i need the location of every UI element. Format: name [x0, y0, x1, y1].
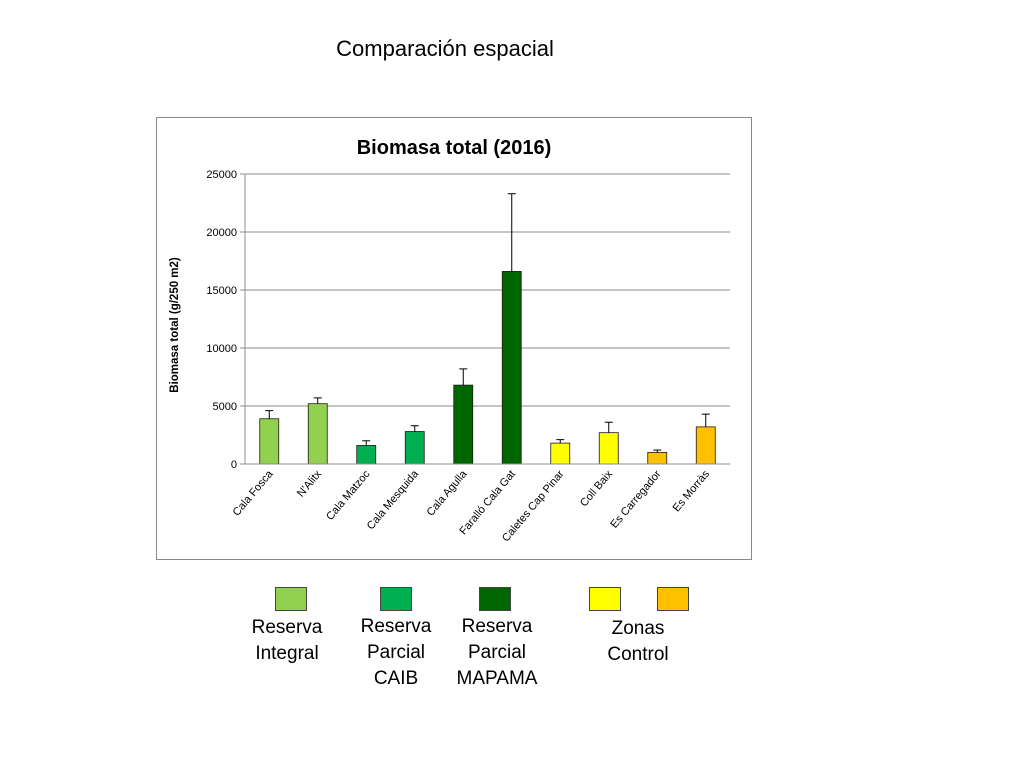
y-tick-label: 25000 [206, 169, 237, 181]
legend-label: Zonas Control [607, 618, 669, 665]
y-tick-label: 5000 [213, 401, 237, 413]
bar [307, 403, 328, 465]
bar [550, 442, 571, 465]
bar [598, 432, 619, 465]
y-tick-label: 20000 [206, 227, 237, 239]
bar [647, 451, 668, 465]
x-tick-label: Coll Baix [578, 468, 615, 509]
x-tick-label: Es Morràs [671, 468, 713, 514]
slide-title: Comparación espacial [336, 36, 554, 61]
bars [259, 193, 716, 465]
bar [501, 271, 522, 465]
bar [404, 431, 425, 465]
x-tick-label: N'Alitx [295, 468, 324, 500]
y-axis-label: Biomasa total (g/250 m2) [169, 257, 181, 393]
axes: 0 5000 10000 15000 20000 25000 Cala Fosca N'Ali… [206, 169, 730, 544]
bar-chart: Biomasa total (2016) Biomasa total (g/25… [169, 137, 730, 544]
x-tick-label: Cala Matzoc [324, 468, 373, 523]
bar [356, 445, 377, 465]
y-tick-label: 15000 [206, 285, 237, 297]
x-tick-label: Cala Agulla [425, 468, 471, 519]
x-tick-label: Cala Fosca [231, 468, 277, 519]
legend-label: Reserva Parcial MAPAMA [456, 616, 538, 689]
x-tick-label: Cala Mesquida [365, 468, 422, 533]
gridlines [245, 173, 730, 407]
legend-label: Reserva Integral [251, 617, 323, 664]
bar [453, 384, 474, 465]
legend-swatch [380, 587, 412, 611]
legend-swatch [589, 587, 621, 611]
legend-swatch [657, 587, 689, 611]
legend-swatch [275, 587, 307, 611]
chart-title: Biomasa total (2016) [357, 137, 552, 159]
legend-swatch [479, 587, 511, 611]
chart-frame [156, 117, 752, 560]
y-tick-label: 0 [231, 459, 237, 471]
legend-label: Reserva Parcial CAIB [360, 616, 432, 689]
bar [695, 426, 716, 465]
bar [259, 418, 280, 465]
y-tick-label: 10000 [206, 343, 237, 355]
x-tick-label: Es Carregador [608, 468, 663, 531]
